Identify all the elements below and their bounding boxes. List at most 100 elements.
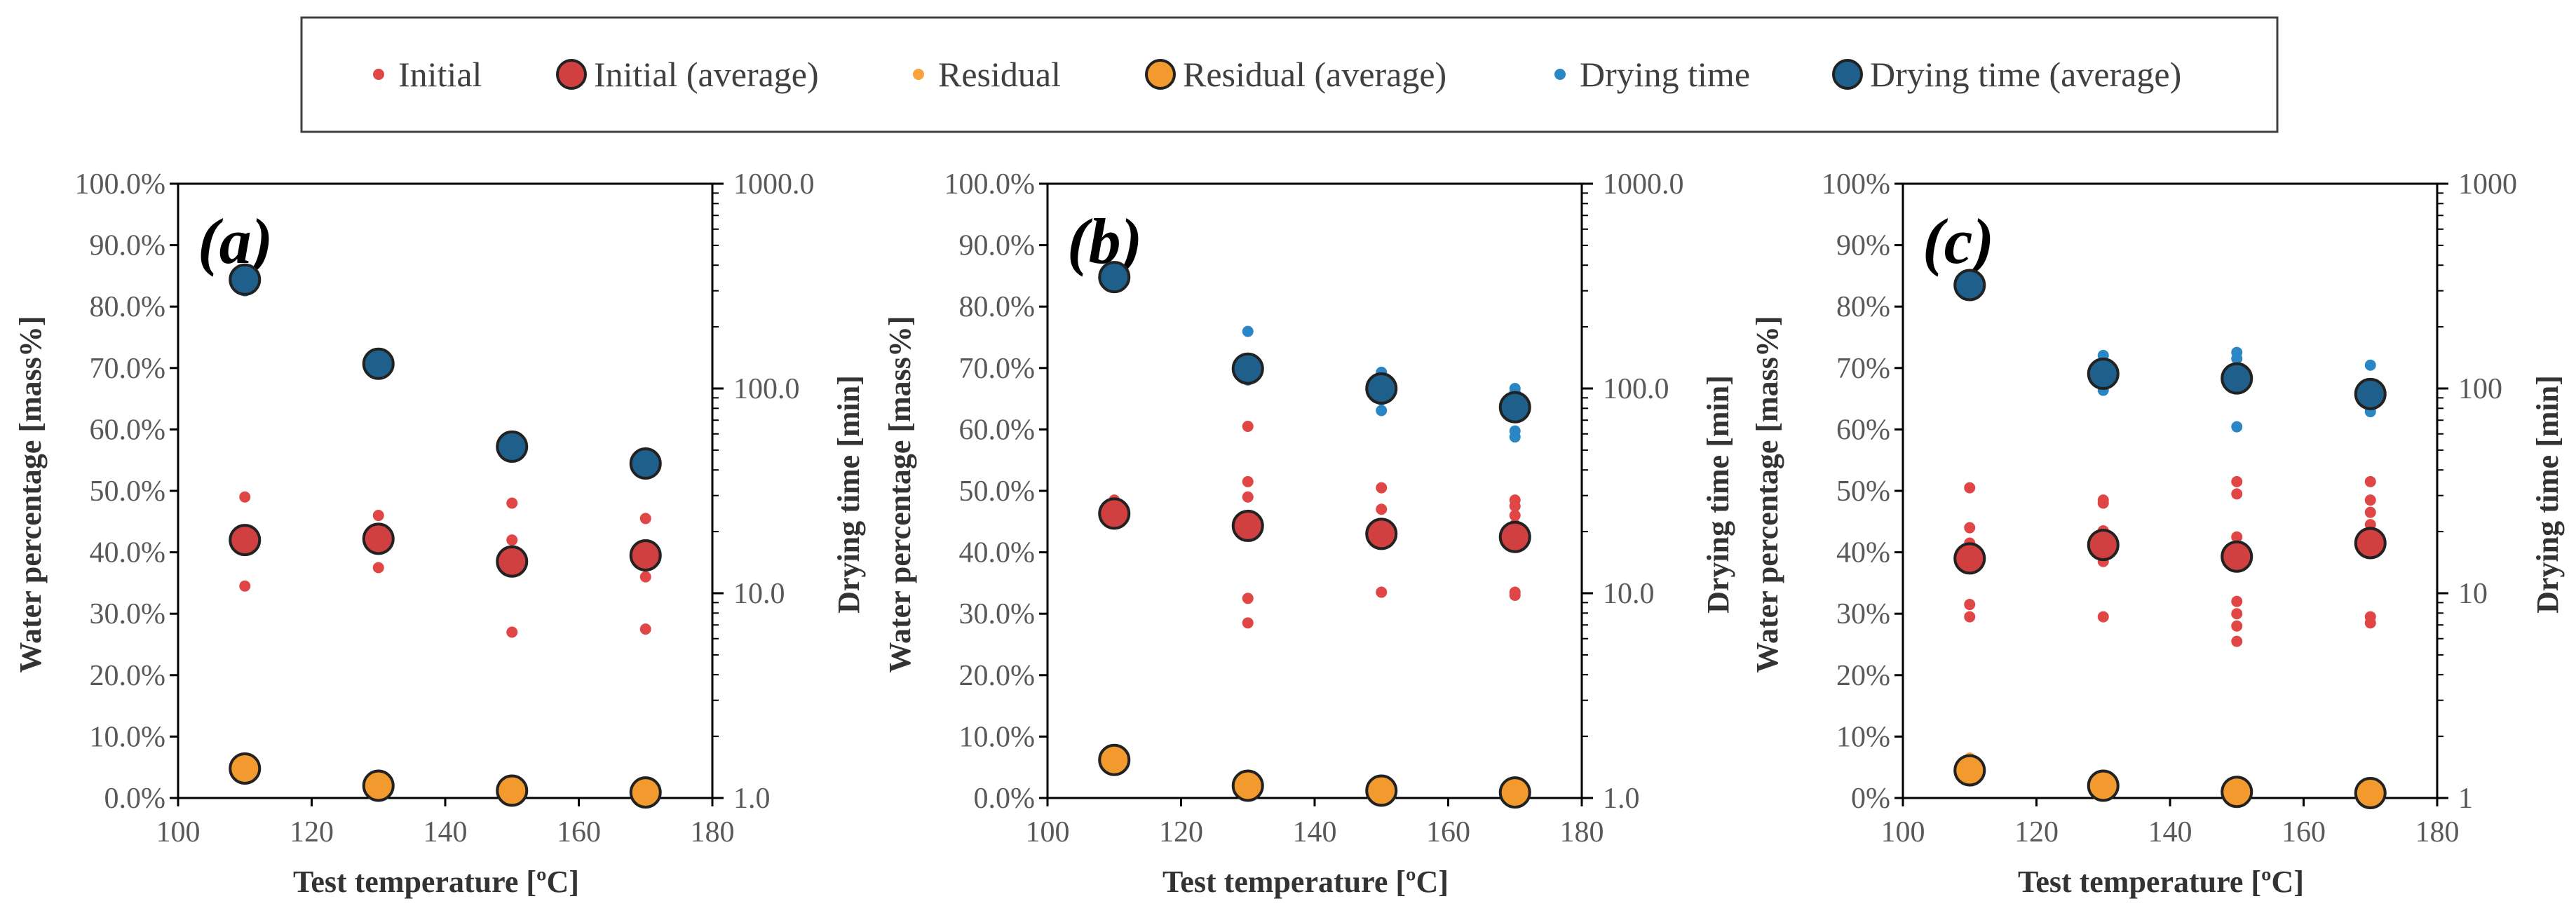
y2-tick-label: 1000.0	[1603, 168, 1684, 201]
initial-average-point	[362, 522, 395, 555]
legend-label: Residual (average)	[1183, 55, 1446, 94]
initial-point	[639, 513, 651, 525]
series-drying	[1964, 273, 2376, 433]
y-tick-label: 50.0%	[90, 475, 166, 508]
initial-point	[1242, 421, 1254, 433]
residual-average-point	[1098, 743, 1131, 776]
x-tick-label: 120	[1159, 816, 1203, 848]
residual-average-point	[1231, 769, 1264, 802]
drying-average-point	[229, 263, 262, 296]
y2-tick-label: 1	[2458, 783, 2473, 815]
series-residual	[1109, 746, 1521, 797]
initial-average-point	[496, 545, 529, 578]
initial-average-point	[2087, 529, 2120, 562]
drying-point	[2231, 353, 2243, 365]
drying-average-point	[2087, 358, 2120, 391]
residual-average-point	[229, 752, 262, 785]
legend-box	[300, 16, 2279, 133]
series-drying-average	[1098, 261, 1531, 424]
drying-average-point	[1365, 372, 1398, 405]
residual-average-point	[629, 776, 662, 809]
drying-point	[2364, 359, 2376, 371]
panel-b: (b) Water percentage [mass%] Drying time…	[883, 205, 1735, 899]
initial-point	[1242, 617, 1254, 629]
y-tick-label: 90.0%	[90, 230, 166, 262]
drying-average-point	[629, 447, 662, 480]
y2-tick-label: 1.0	[1603, 783, 1640, 815]
series-residual	[239, 762, 651, 798]
y-tick-label: 50%	[1836, 475, 1890, 508]
initial-point	[372, 510, 384, 522]
drying-average-point	[1498, 391, 1531, 424]
initial-average-point	[2354, 527, 2387, 560]
initial-point	[2231, 608, 2243, 620]
legend-item-residual-average: Residual (average)	[1145, 55, 1446, 94]
initial-point	[1964, 482, 1976, 494]
legend-item-drying: Drying time	[1554, 55, 1750, 94]
residual-average-point	[2221, 776, 2253, 809]
y-tick-label: 10.0%	[90, 721, 166, 753]
legend-marker	[913, 69, 924, 80]
legend-marker	[556, 59, 587, 90]
legend-label: Drying time	[1580, 55, 1750, 94]
series-residual	[1964, 752, 2376, 798]
plot-b: 100 120 140 160 180 0.0% 10.0% 20.0% 30.0% 40.0% 5…	[944, 168, 1684, 848]
y-tick-label: 70.0%	[959, 353, 1036, 385]
legend-marker	[1554, 69, 1566, 80]
initial-point	[239, 491, 251, 503]
series-initial-average	[1098, 497, 1531, 553]
legend-marker	[373, 69, 384, 80]
y-tick-label: 0.0%	[974, 783, 1036, 815]
x-tick-label: 120	[290, 816, 334, 848]
x-tick-label: 160	[557, 816, 601, 848]
y-tick-label: 50.0%	[959, 475, 1036, 508]
initial-point	[1964, 611, 1976, 623]
y-tick-label: 30.0%	[90, 598, 166, 630]
y-tick-label: 20.0%	[90, 660, 166, 692]
initial-point	[2364, 475, 2376, 487]
y-tick-label: 60.0%	[959, 414, 1036, 446]
y2-tick-label: 100.0	[1603, 373, 1669, 405]
drying-average-point	[1098, 261, 1131, 294]
y-axis-label: Water percentage [mass%]	[1750, 316, 1784, 672]
y2-tick-label: 10.0	[1603, 578, 1655, 610]
series-residual-average	[1098, 743, 1531, 809]
y-tick-label: 100%	[1822, 168, 1890, 201]
panel-a: (a) Water percentage [mass%] Drying time…	[13, 205, 866, 899]
legend-marker	[1145, 59, 1176, 90]
series-initial	[1109, 421, 1521, 629]
initial-point	[1509, 589, 1521, 601]
initial-point	[1242, 475, 1254, 487]
y2-tick-label: 1000	[2458, 168, 2517, 201]
y-tick-label: 30%	[1836, 598, 1890, 630]
series-drying-average	[229, 263, 662, 480]
x-tick-label: 180	[2415, 816, 2460, 848]
y-tick-label: 0.0%	[104, 783, 166, 815]
series-drying-average	[1953, 269, 2387, 410]
y-tick-label: 70.0%	[90, 353, 166, 385]
y-tick-label: 90%	[1836, 230, 1890, 262]
y-axis-label: Water percentage [mass%]	[883, 316, 917, 672]
initial-point	[639, 623, 651, 635]
plot-a: 100 120 140 160 180 0.0% 10.0% 20.0% 30.0% 40.0% 5…	[75, 168, 815, 848]
initial-point	[639, 571, 651, 583]
drying-point	[2231, 421, 2243, 433]
x-tick-label: 160	[1426, 816, 1470, 848]
initial-point	[506, 497, 518, 509]
series-residual-average	[229, 752, 662, 809]
series-residual-average	[1953, 754, 2387, 809]
y2-axis-label: Drying time [min]	[2530, 375, 2565, 614]
residual-average-point	[1365, 774, 1398, 807]
drying-point	[1376, 405, 1388, 417]
y-tick-label: 100.0%	[75, 168, 166, 201]
legend-item-drying-average: Drying time (average)	[1832, 55, 2181, 94]
series-initial-average	[229, 522, 662, 578]
y-tick-label: 10%	[1836, 721, 1890, 753]
residual-average-point	[2354, 776, 2387, 809]
initial-average-point	[2221, 540, 2253, 573]
initial-point	[372, 562, 384, 574]
y-tick-label: 100.0%	[944, 168, 1036, 201]
initial-point	[2231, 531, 2243, 543]
y-tick-label: 80%	[1836, 291, 1890, 323]
initial-point	[2231, 635, 2243, 647]
